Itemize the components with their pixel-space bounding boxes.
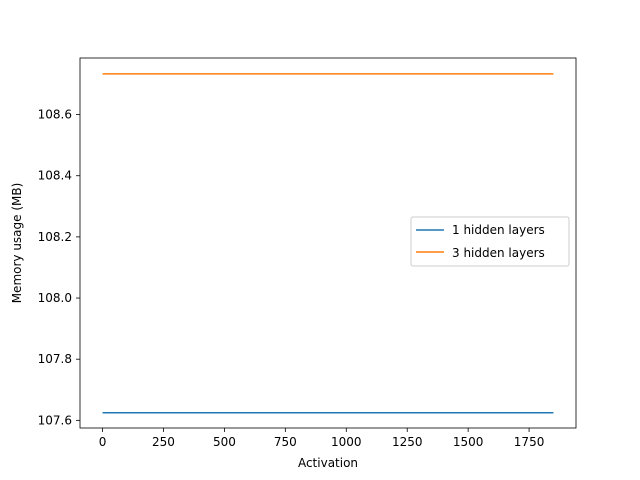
x-tick-label: 0	[99, 435, 107, 449]
plot-frame	[79, 57, 577, 429]
legend-label-3-hidden-layers: 3 hidden layers	[452, 246, 545, 260]
y-tick-label: 108.6	[38, 108, 72, 122]
x-tick-label: 1000	[331, 435, 362, 449]
y-tick-label: 107.8	[38, 352, 72, 366]
x-tick-label: 250	[152, 435, 175, 449]
x-tick-label: 1750	[514, 435, 545, 449]
legend-label-1-hidden-layers: 1 hidden layers	[452, 223, 545, 237]
x-tick-label: 750	[274, 435, 297, 449]
y-tick-label: 107.6	[38, 413, 72, 427]
legend: 1 hidden layers 3 hidden layers	[410, 216, 570, 267]
y-axis-ticks: 107.6 107.8 108.0 108.2 108.4 108.6	[38, 108, 80, 427]
x-axis-label: Activation	[298, 456, 358, 470]
y-tick-label: 108.0	[38, 291, 72, 305]
x-axis-ticks: 0 250 500 750 1000 1250 1500 1750	[99, 428, 545, 449]
y-axis-label: Memory usage (MB)	[10, 183, 24, 304]
series-layer	[102, 73, 554, 414]
legend-box	[410, 216, 570, 267]
y-tick-label: 108.2	[38, 230, 72, 244]
x-tick-label: 1250	[392, 435, 423, 449]
x-tick-label: 1500	[453, 435, 484, 449]
x-tick-label: 500	[213, 435, 236, 449]
y-tick-label: 108.4	[38, 169, 72, 183]
